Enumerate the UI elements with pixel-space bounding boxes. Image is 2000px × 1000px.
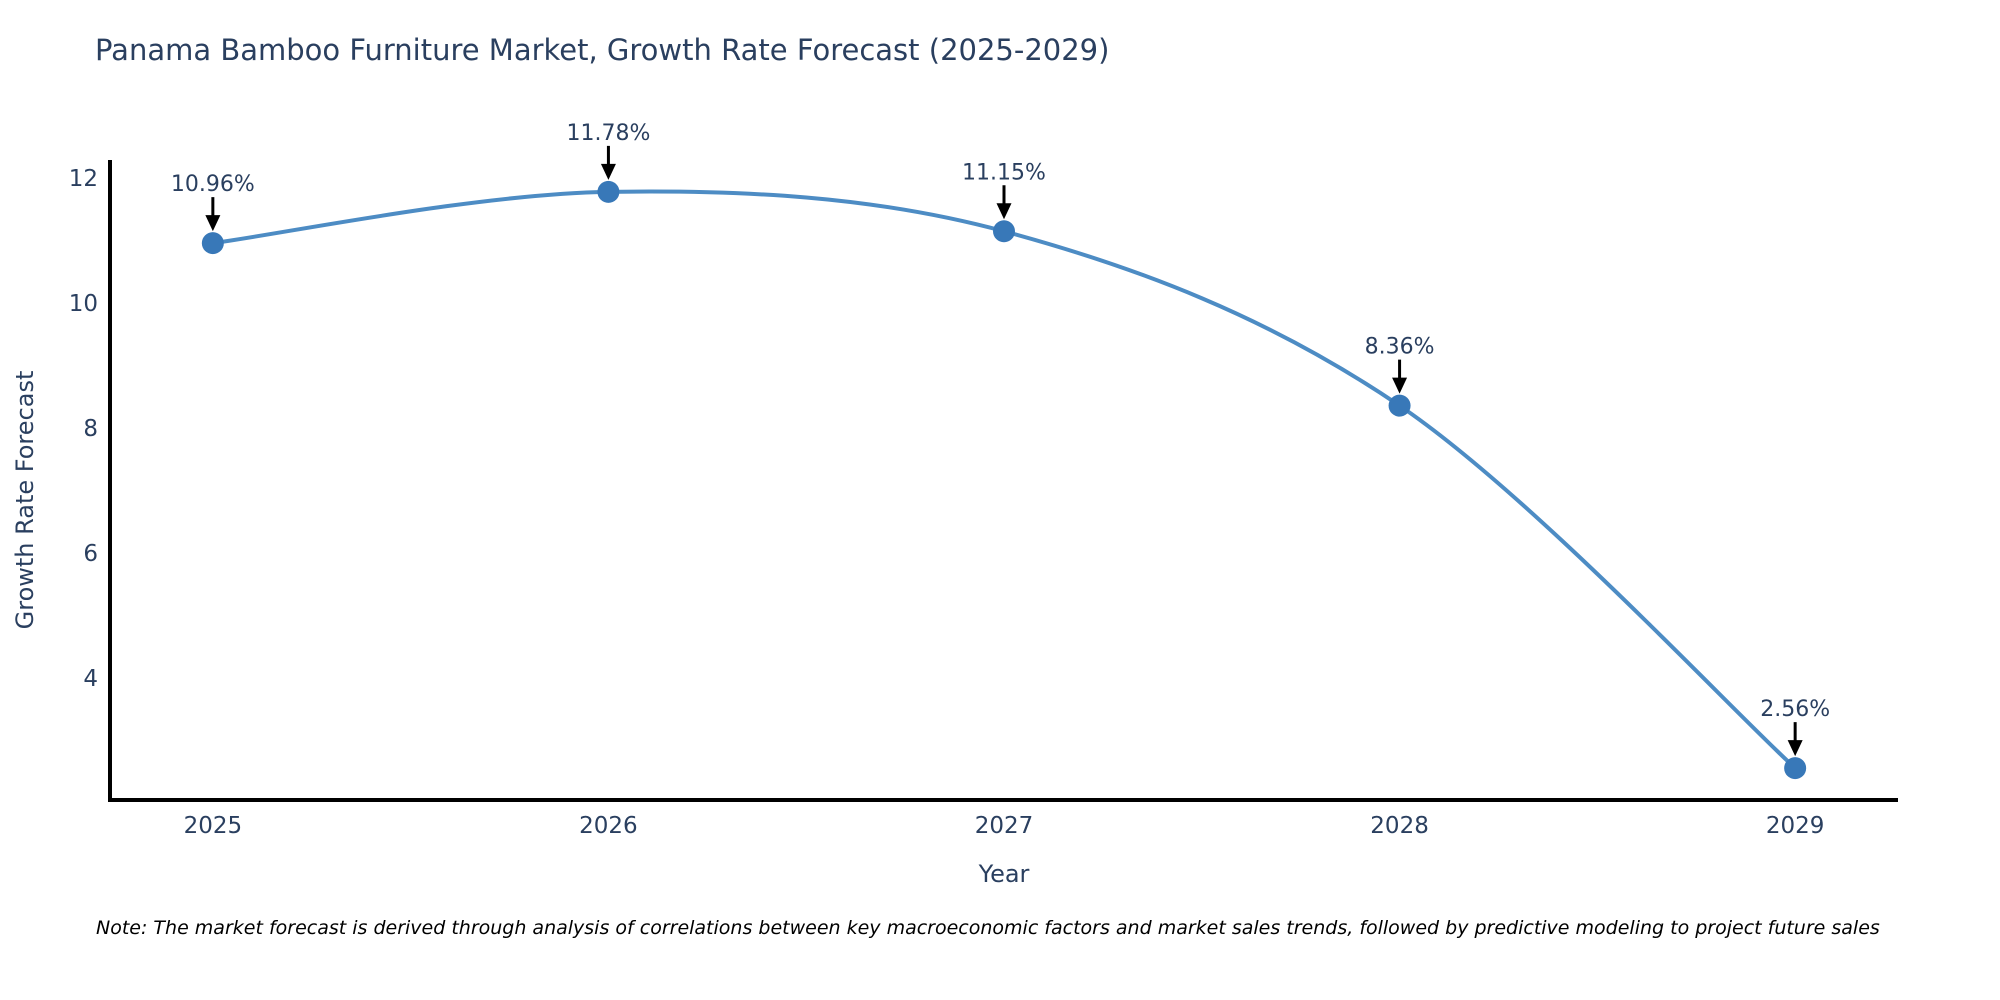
x-tick-label: 2028 [1370, 813, 1429, 839]
x-axis-title: Year [978, 860, 1030, 888]
data-point-2025[interactable] [201, 232, 224, 255]
data-point-2027[interactable] [993, 220, 1015, 243]
data-point-2028[interactable] [1388, 394, 1411, 417]
x-tick-label: 2025 [184, 813, 243, 839]
x-tick-label: 2027 [975, 813, 1034, 839]
annotation-arrowhead-icon [205, 215, 221, 232]
footnote: Note: The market forecast is derived thr… [96, 917, 1880, 939]
y-tick-label: 12 [69, 166, 98, 192]
y-tick-label: 8 [83, 416, 98, 442]
data-point-2029[interactable] [1784, 757, 1807, 780]
data-point-label: 11.15% [962, 160, 1046, 185]
annotation-arrowhead-icon [1787, 740, 1803, 757]
x-tick-label: 2029 [1766, 813, 1825, 839]
annotation-arrowhead-icon [996, 203, 1012, 220]
y-tick-label: 10 [69, 291, 98, 317]
annotation-arrowhead-icon [600, 163, 616, 180]
data-point-2026[interactable] [597, 180, 620, 203]
chart-title: Panama Bamboo Furniture Market, Growth R… [95, 33, 1110, 67]
x-tick-label: 2026 [579, 813, 638, 839]
data-point-label: 10.96% [171, 172, 255, 197]
y-tick-label: 6 [83, 541, 98, 567]
annotation-arrowhead-icon [1392, 377, 1408, 394]
y-tick-label: 4 [83, 666, 98, 692]
y-axis-title: Growth Rate Forecast [11, 370, 39, 630]
data-point-label: 11.78% [566, 121, 650, 146]
forecast-line [212, 189, 1797, 770]
data-point-label: 2.56% [1760, 697, 1830, 722]
data-point-label: 8.36% [1365, 335, 1435, 360]
